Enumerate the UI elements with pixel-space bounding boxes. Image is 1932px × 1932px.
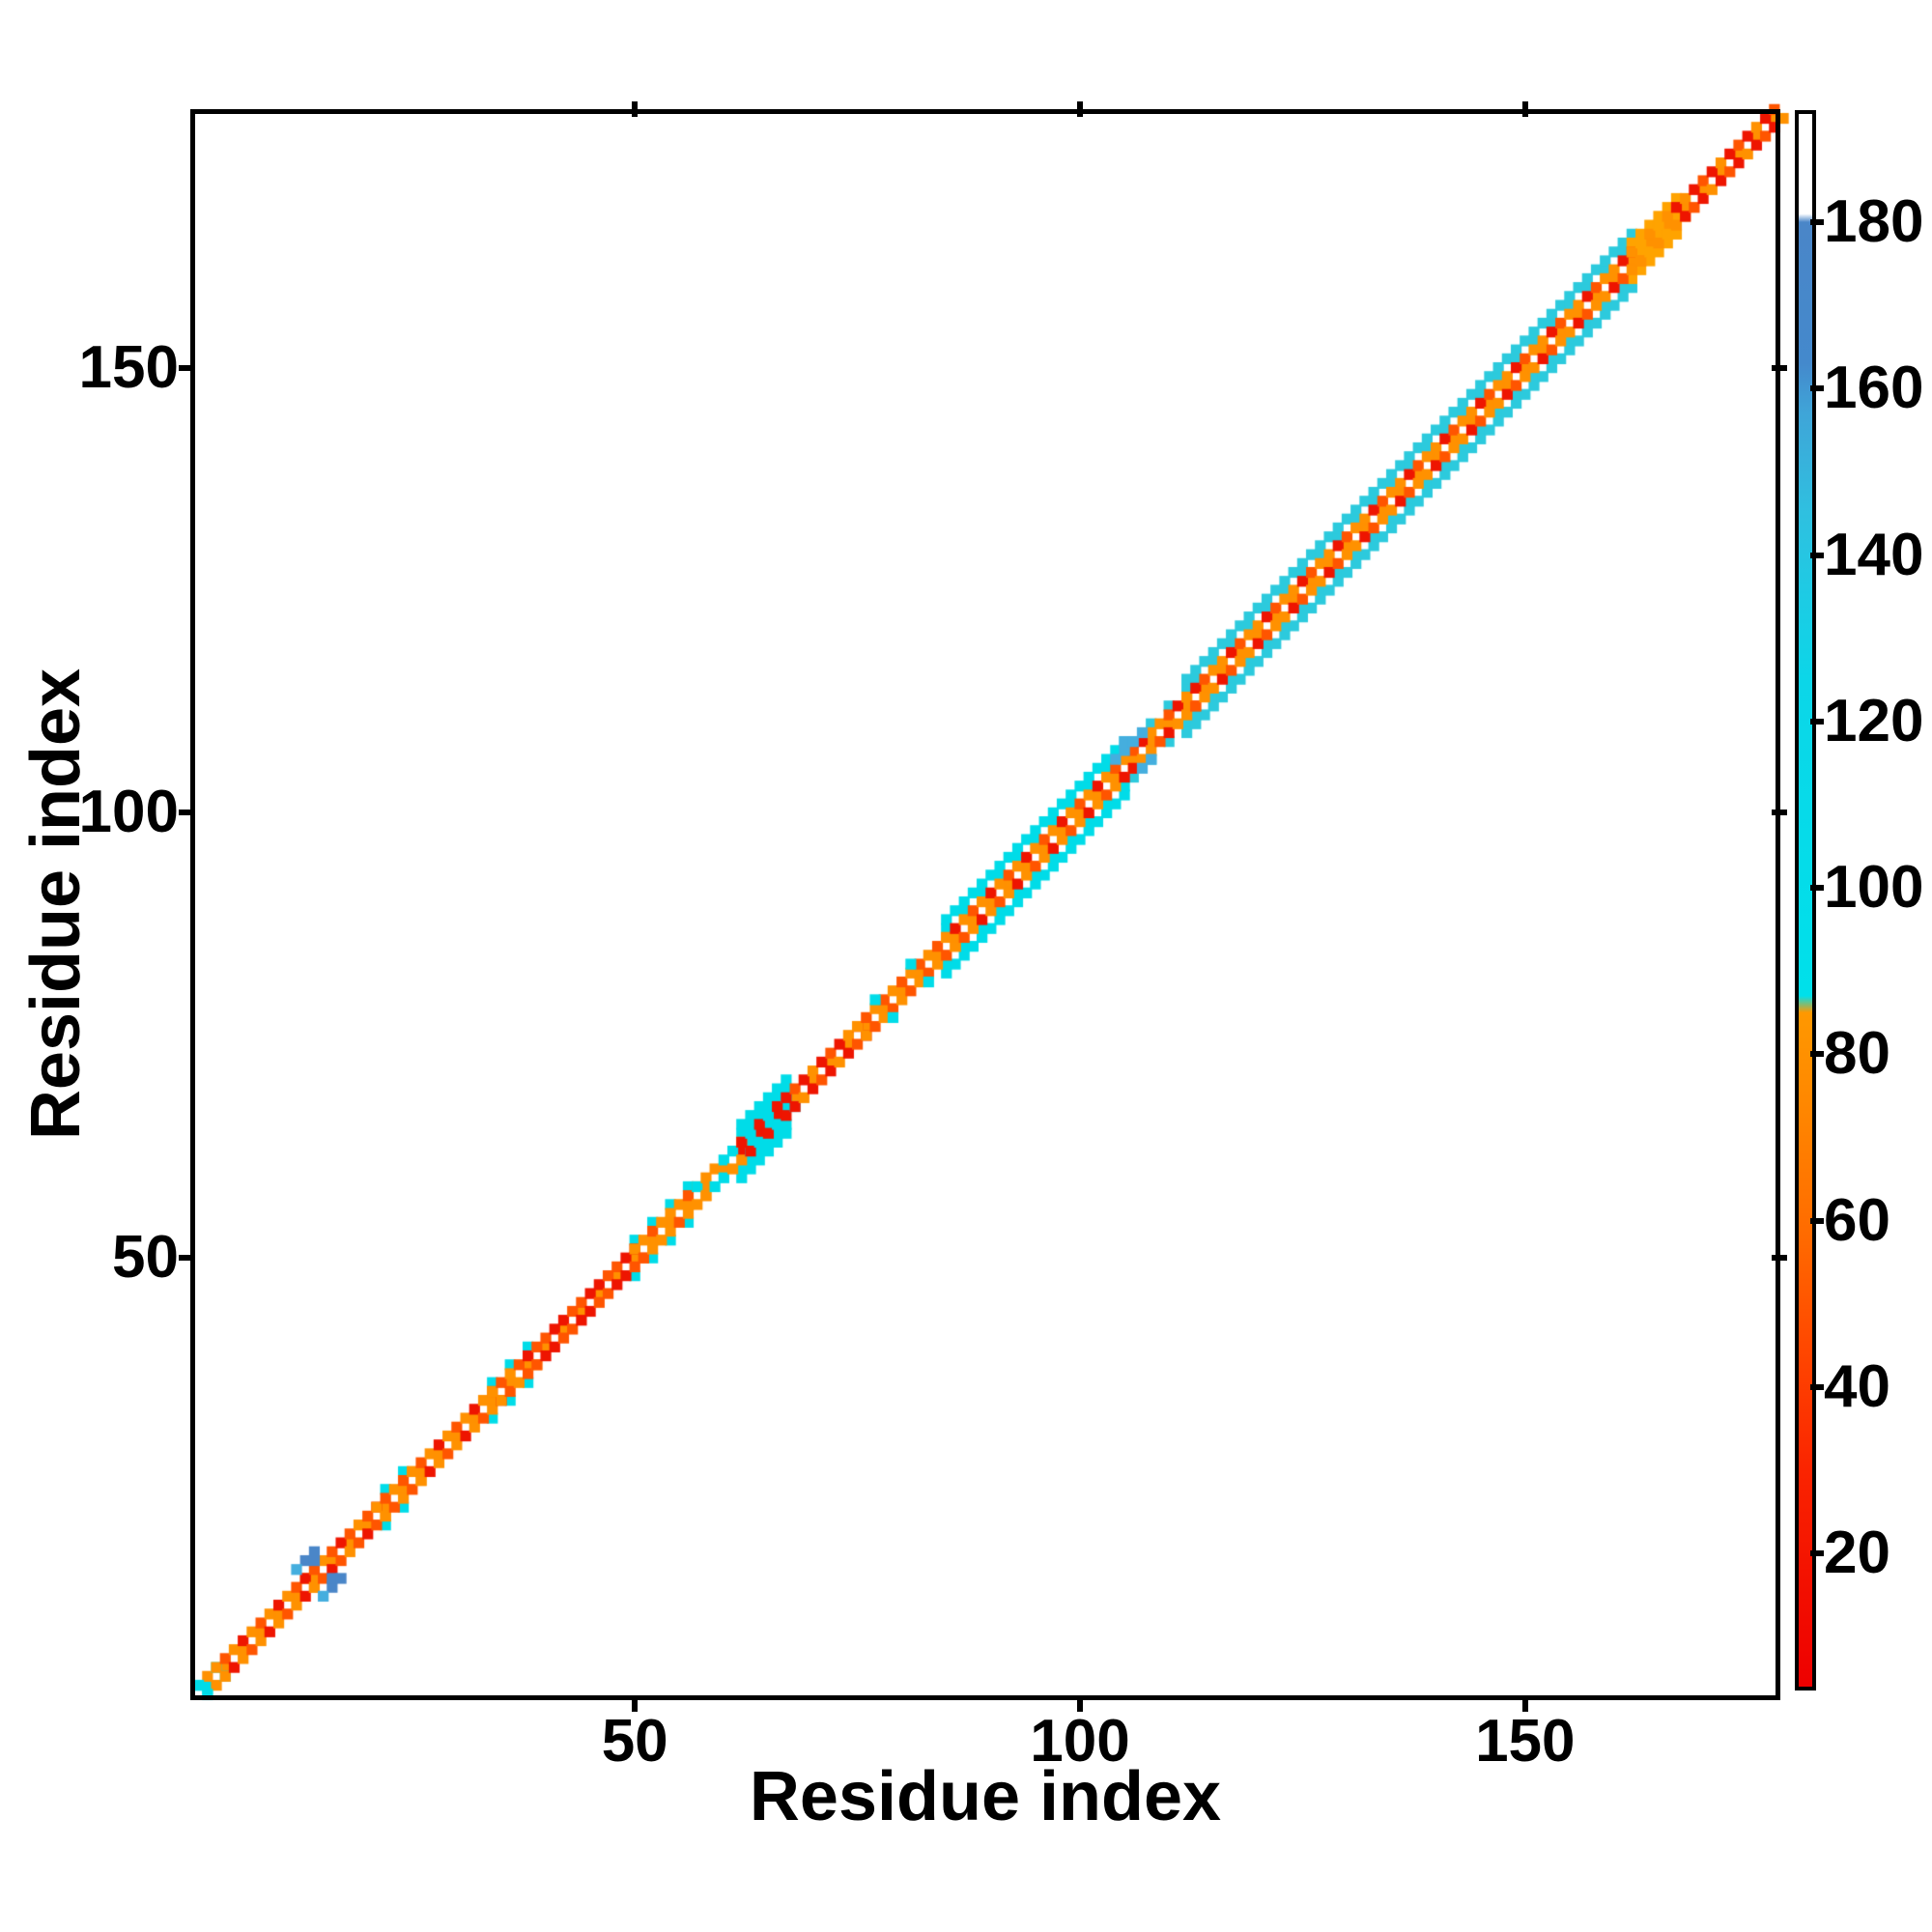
y-tick: [179, 810, 194, 816]
colorbar-tick: [1810, 218, 1824, 225]
colorbar-tick: [1810, 1383, 1824, 1390]
x-tick-label: 50: [601, 1708, 668, 1775]
plot-frame: [190, 109, 1780, 1700]
x-tick: [632, 1696, 639, 1712]
colorbar-tick-label: 160: [1824, 355, 1924, 422]
y-tick-label: 100: [78, 779, 179, 846]
colorbar: [1795, 110, 1816, 1690]
colorbar-tick: [1810, 718, 1824, 724]
colorbar-tick: [1810, 1051, 1824, 1058]
x-tick: [1077, 1696, 1083, 1712]
colorbar-tick-label: 80: [1824, 1020, 1890, 1088]
y-tick: [179, 364, 194, 371]
colorbar-tick: [1810, 1217, 1824, 1224]
x-tick-label: 150: [1475, 1708, 1576, 1775]
x-axis-title: Residue index: [749, 1758, 1222, 1835]
colorbar-tick-label: 100: [1824, 854, 1924, 922]
colorbar-gradient: [1799, 114, 1812, 1687]
y-tick-right: [1772, 810, 1787, 816]
colorbar-tick: [1810, 885, 1824, 892]
y-axis-title: Residue index: [17, 668, 95, 1141]
colorbar-tick: [1810, 385, 1824, 392]
colorbar-tick-label: 120: [1824, 687, 1924, 754]
colorbar-tick-label: 180: [1824, 187, 1924, 255]
x-tick-top: [1077, 101, 1083, 117]
y-tick: [179, 1255, 194, 1262]
x-tick: [1521, 1696, 1528, 1712]
colorbar-tick-label: 60: [1824, 1186, 1890, 1254]
colorbar-tick-label: 20: [1824, 1520, 1890, 1587]
y-tick-label: 50: [112, 1224, 179, 1292]
y-tick-label: 150: [78, 333, 179, 401]
colorbar-tick-label: 140: [1824, 521, 1924, 588]
x-tick-top: [1521, 101, 1528, 117]
colorbar-tick-label: 40: [1824, 1352, 1890, 1420]
colorbar-tick: [1810, 552, 1824, 558]
y-tick-right: [1772, 364, 1787, 371]
colorbar-tick: [1810, 1550, 1824, 1557]
y-tick-right: [1772, 1255, 1787, 1262]
x-tick-label: 100: [1030, 1708, 1130, 1775]
x-tick-top: [632, 101, 639, 117]
